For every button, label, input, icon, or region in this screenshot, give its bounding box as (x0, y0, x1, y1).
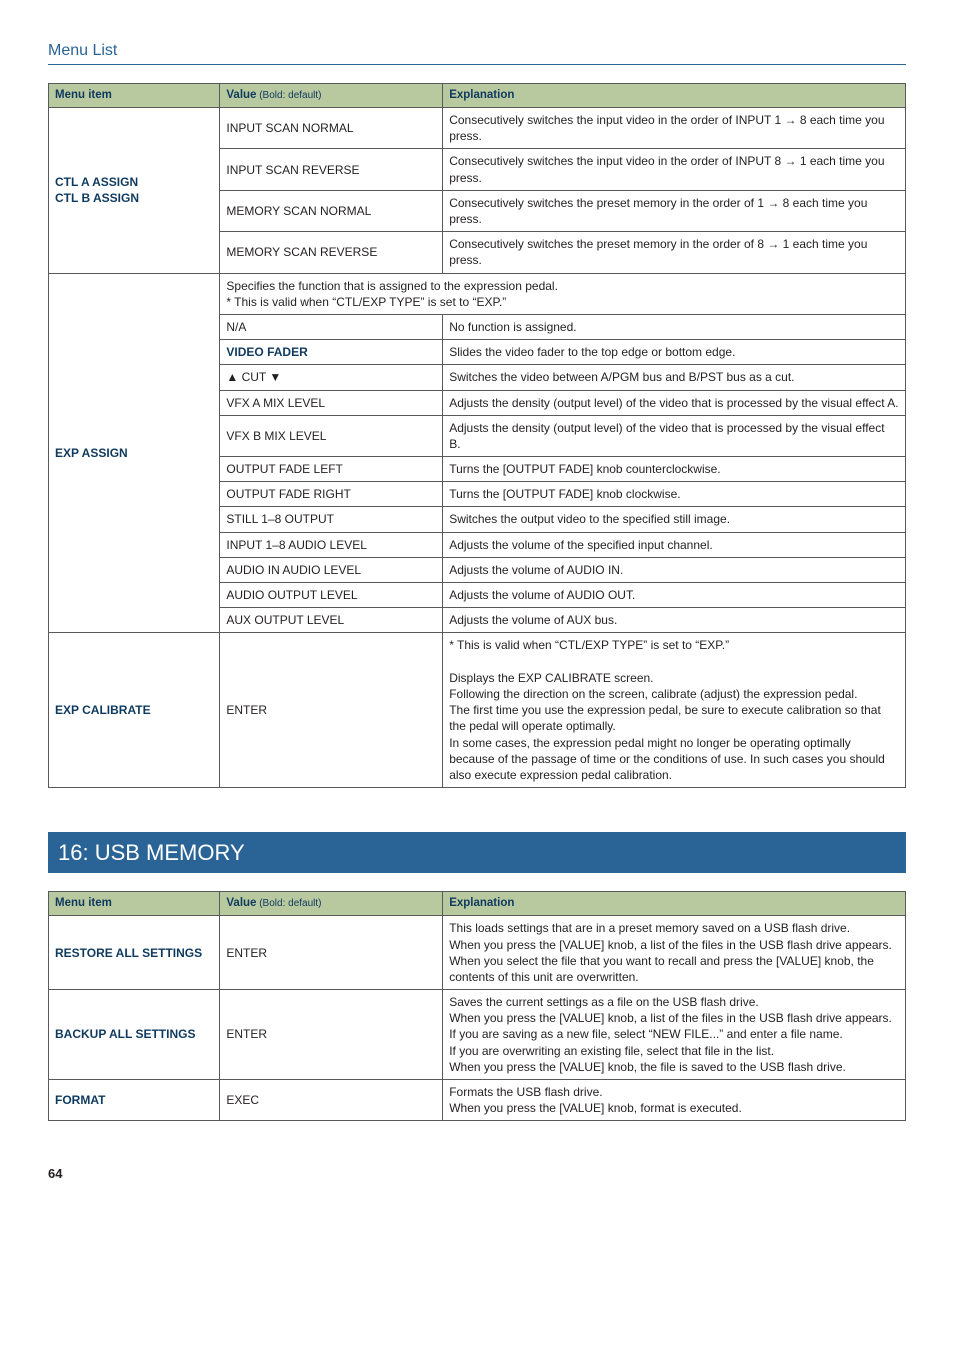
value-cell: AUDIO OUTPUT LEVEL (220, 583, 443, 608)
value-cell: N/A (220, 314, 443, 339)
explanation-cell: Slides the video fader to the top edge o… (443, 340, 906, 365)
explanation-cell: Formats the USB flash drive. When you pr… (443, 1080, 906, 1121)
section-banner-usb-memory: 16: USB MEMORY (48, 832, 906, 873)
label-ctl-b-assign: CTL B ASSIGN (55, 191, 139, 205)
backup-line-4: If you are overwriting an existing file,… (449, 1044, 774, 1058)
table-row: EXP CALIBRATE ENTER * This is valid when… (49, 633, 906, 788)
explanation-cell: Adjusts the volume of AUX bus. (443, 608, 906, 633)
explanation-cell: Adjusts the volume of AUDIO IN. (443, 557, 906, 582)
backup-line-5: When you press the [VALUE] knob, the fil… (449, 1060, 846, 1074)
exp-cal-line-4: The first time you use the expression pe… (449, 703, 881, 733)
menu-item-ctl-assign: CTL A ASSIGN CTL B ASSIGN (49, 108, 220, 274)
explanation-cell: Switches the output video to the specifi… (443, 507, 906, 532)
explanation-cell: Turns the [OUTPUT FADE] knob clockwise. (443, 482, 906, 507)
table-usb-memory: Menu item Value (Bold: default) Explanat… (48, 891, 906, 1122)
value-cell: ENTER (220, 916, 443, 990)
restore-line-1: This loads settings that are in a preset… (449, 921, 850, 935)
table-row: FORMAT EXEC Formats the USB flash drive.… (49, 1080, 906, 1121)
col-header-menu-item: Menu item (49, 83, 220, 108)
page-number: 64 (48, 1165, 906, 1183)
backup-line-1: Saves the current settings as a file on … (449, 995, 759, 1009)
col-header-explanation: Explanation (443, 891, 906, 916)
explanation-cell: Adjusts the volume of the specified inpu… (443, 532, 906, 557)
value-cell: STILL 1–8 OUTPUT (220, 507, 443, 532)
explanation-cell: Consecutively switches the input video i… (443, 108, 906, 149)
table-row: RESTORE ALL SETTINGS ENTER This loads se… (49, 916, 906, 990)
value-cell: VFX B MIX LEVEL (220, 415, 443, 456)
explanation-cell: Adjusts the density (output level) of th… (443, 390, 906, 415)
value-cell: AUX OUTPUT LEVEL (220, 608, 443, 633)
col-header-value: Value (Bold: default) (220, 83, 443, 108)
value-cell: MEMORY SCAN REVERSE (220, 232, 443, 273)
explanation-cell: Turns the [OUTPUT FADE] knob countercloc… (443, 457, 906, 482)
explanation-cell: Consecutively switches the input video i… (443, 149, 906, 190)
menu-item-exp-assign: EXP ASSIGN (49, 273, 220, 633)
exp-cal-line-5: In some cases, the expression pedal migh… (449, 736, 885, 782)
backup-line-2: When you press the [VALUE] knob, a list … (449, 1011, 892, 1025)
value-cell: EXEC (220, 1080, 443, 1121)
value-bold: VIDEO FADER (226, 345, 307, 359)
value-cell: ENTER (220, 633, 443, 788)
value-cell: INPUT SCAN REVERSE (220, 149, 443, 190)
exp-assign-note: Specifies the function that is assigned … (220, 273, 906, 314)
table-main: Menu item Value (Bold: default) Explanat… (48, 83, 906, 789)
value-cell: INPUT 1–8 AUDIO LEVEL (220, 532, 443, 557)
explanation-cell: Adjusts the density (output level) of th… (443, 415, 906, 456)
table-row: BACKUP ALL SETTINGS ENTER Saves the curr… (49, 990, 906, 1080)
note-line-2: * This is valid when “CTL/EXP TYPE” is s… (226, 295, 506, 309)
menu-item-exp-calibrate: EXP CALIBRATE (49, 633, 220, 788)
col-header-value-sub: (Bold: default) (256, 90, 321, 101)
menu-item-format: FORMAT (49, 1080, 220, 1121)
restore-line-3: When you select the file that you want t… (449, 954, 874, 984)
value-cell: VFX A MIX LEVEL (220, 390, 443, 415)
label-ctl-a-assign: CTL A ASSIGN (55, 175, 138, 189)
col-header-value: Value (Bold: default) (220, 891, 443, 916)
exp-cal-line-1: * This is valid when “CTL/EXP TYPE” is s… (449, 638, 729, 652)
explanation-cell: Switches the video between A/PGM bus and… (443, 365, 906, 390)
col-header-value-main: Value (226, 897, 256, 909)
restore-line-2: When you press the [VALUE] knob, a list … (449, 938, 892, 952)
col-header-value-main: Value (226, 89, 256, 101)
explanation-cell: No function is assigned. (443, 314, 906, 339)
value-cell: OUTPUT FADE RIGHT (220, 482, 443, 507)
value-cell: VIDEO FADER (220, 340, 443, 365)
value-cell: ▲ CUT ▼ (220, 365, 443, 390)
explanation-cell: Consecutively switches the preset memory… (443, 190, 906, 231)
format-line-2: When you press the [VALUE] knob, format … (449, 1101, 742, 1115)
value-cell: OUTPUT FADE LEFT (220, 457, 443, 482)
format-line-1: Formats the USB flash drive. (449, 1085, 602, 1099)
col-header-value-sub: (Bold: default) (256, 898, 321, 909)
table-row: EXP ASSIGN Specifies the function that i… (49, 273, 906, 314)
exp-cal-line-3: Following the direction on the screen, c… (449, 687, 857, 701)
table-row: CTL A ASSIGN CTL B ASSIGN INPUT SCAN NOR… (49, 108, 906, 149)
explanation-cell: * This is valid when “CTL/EXP TYPE” is s… (443, 633, 906, 788)
table-header-row: Menu item Value (Bold: default) Explanat… (49, 83, 906, 108)
page-title: Menu List (48, 40, 906, 65)
value-cell: INPUT SCAN NORMAL (220, 108, 443, 149)
explanation-cell: Consecutively switches the preset memory… (443, 232, 906, 273)
explanation-cell: Adjusts the volume of AUDIO OUT. (443, 583, 906, 608)
table-header-row: Menu item Value (Bold: default) Explanat… (49, 891, 906, 916)
menu-item-backup-all-settings: BACKUP ALL SETTINGS (49, 990, 220, 1080)
value-cell: MEMORY SCAN NORMAL (220, 190, 443, 231)
value-cell: AUDIO IN AUDIO LEVEL (220, 557, 443, 582)
note-line-1: Specifies the function that is assigned … (226, 279, 558, 293)
explanation-cell: This loads settings that are in a preset… (443, 916, 906, 990)
col-header-explanation: Explanation (443, 83, 906, 108)
menu-item-restore-all-settings: RESTORE ALL SETTINGS (49, 916, 220, 990)
value-cell: ENTER (220, 990, 443, 1080)
backup-line-3: If you are saving as a new file, select … (449, 1027, 843, 1041)
explanation-cell: Saves the current settings as a file on … (443, 990, 906, 1080)
col-header-menu-item: Menu item (49, 891, 220, 916)
exp-cal-line-2: Displays the EXP CALIBRATE screen. (449, 671, 653, 685)
